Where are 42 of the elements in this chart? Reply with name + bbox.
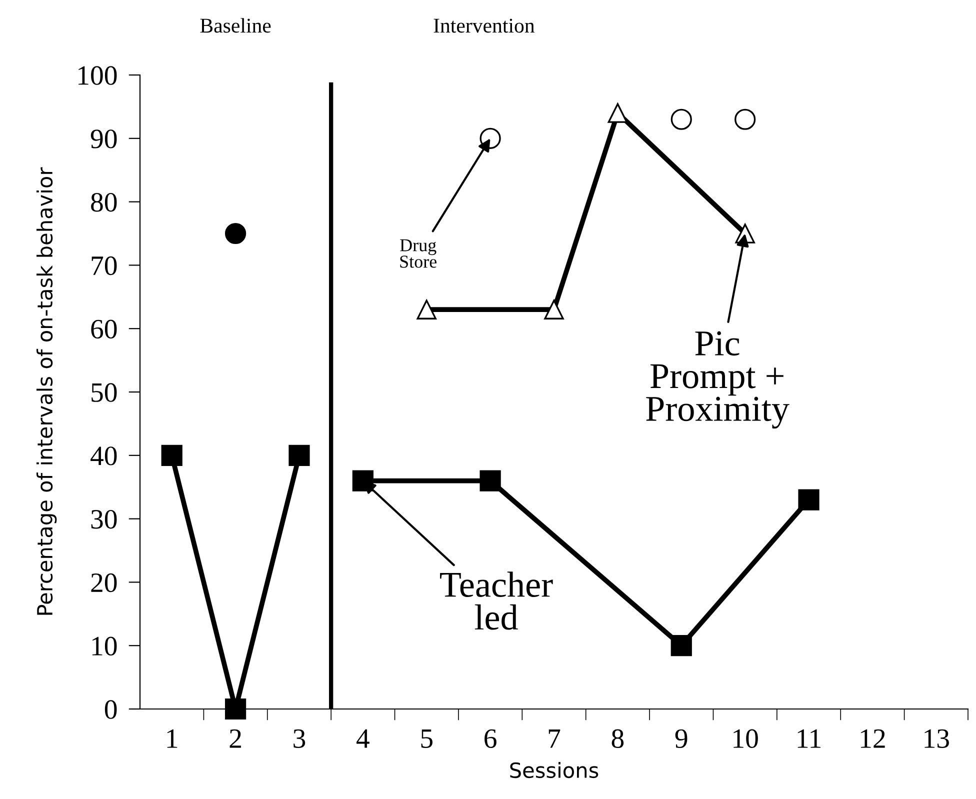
point: [161, 444, 182, 466]
y-tick-label: 70: [92, 256, 117, 276]
text: Intervention: [434, 18, 535, 33]
point: [288, 444, 310, 466]
point: [670, 635, 692, 656]
y-tick-label: 40: [90, 446, 117, 466]
point: [798, 489, 820, 510]
y-tick-label: 50: [92, 383, 117, 402]
y-tick-label: 30: [91, 510, 117, 529]
point: [416, 300, 436, 320]
annotation: Drug Store: [400, 239, 437, 268]
x-tick-label: 4: [356, 729, 370, 748]
x-tick-label: 2: [230, 729, 241, 748]
x-tick-label: 5: [421, 730, 432, 748]
text: Baseline: [200, 18, 271, 33]
x-tick-label: 6: [484, 729, 496, 748]
y-tick-label: 10: [92, 636, 117, 656]
point: [224, 698, 246, 720]
annotation: Pic Prompt + Proximity: [646, 331, 790, 429]
x-tick-label: 13: [924, 729, 949, 748]
x-tick-label: 12: [861, 729, 885, 748]
annotation: Teacher led: [440, 572, 553, 630]
x-tick-label: 8: [612, 729, 624, 748]
x-tick-label: 10: [734, 729, 758, 748]
x-axis-title: Sessions: [510, 762, 598, 778]
x-tick-label: 3: [294, 729, 306, 748]
y-axis-title: Percentage of intervals of on-task behavior: [36, 167, 57, 615]
point: [670, 108, 692, 130]
y-tick-label: 0: [104, 700, 117, 719]
y-tick-label: 80: [91, 192, 117, 212]
point: [224, 222, 246, 244]
y-tick-label: 100: [78, 66, 117, 85]
x-tick-label: 11: [798, 729, 820, 748]
point: [480, 470, 501, 492]
x-tick-label: 7: [548, 730, 560, 748]
point: [734, 108, 756, 130]
y-tick-label: 20: [91, 573, 117, 592]
point: [544, 300, 564, 320]
y-tick-label: 90: [90, 130, 117, 148]
x-tick-label: 1: [167, 729, 178, 748]
x-tick-label: 9: [675, 729, 688, 748]
y-tick-label: 60: [91, 320, 117, 339]
